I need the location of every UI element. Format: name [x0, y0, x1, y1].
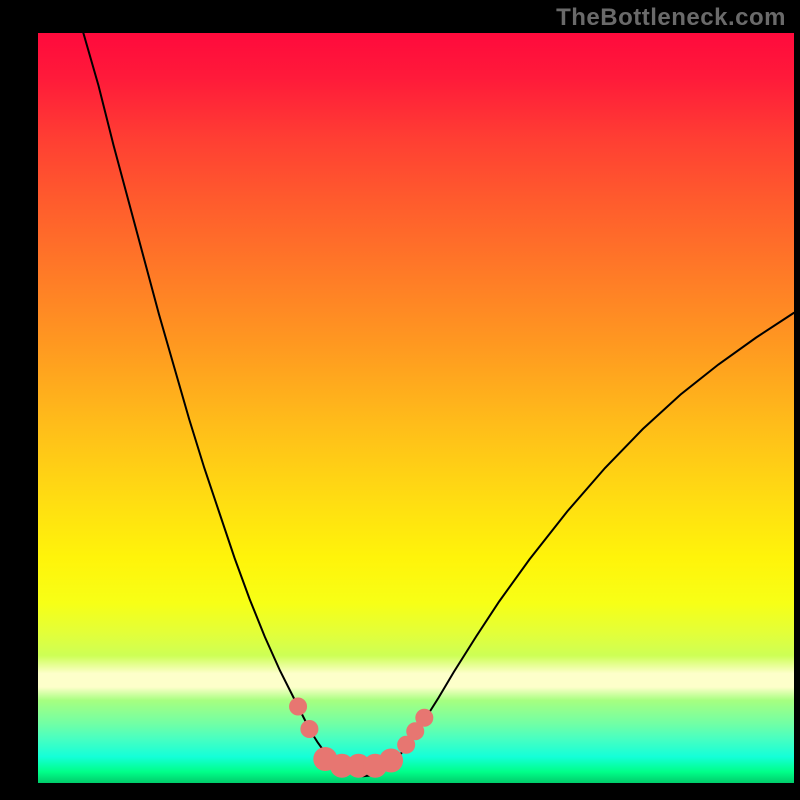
bottleneck-curve — [83, 33, 794, 776]
data-marker — [379, 749, 403, 773]
chart-canvas: TheBottleneck.com — [0, 0, 800, 800]
data-marker — [300, 720, 318, 738]
watermark-text: TheBottleneck.com — [556, 4, 786, 32]
data-marker — [289, 698, 307, 716]
data-marker — [415, 709, 433, 727]
plot-area — [38, 33, 794, 783]
curve-layer — [38, 33, 794, 783]
